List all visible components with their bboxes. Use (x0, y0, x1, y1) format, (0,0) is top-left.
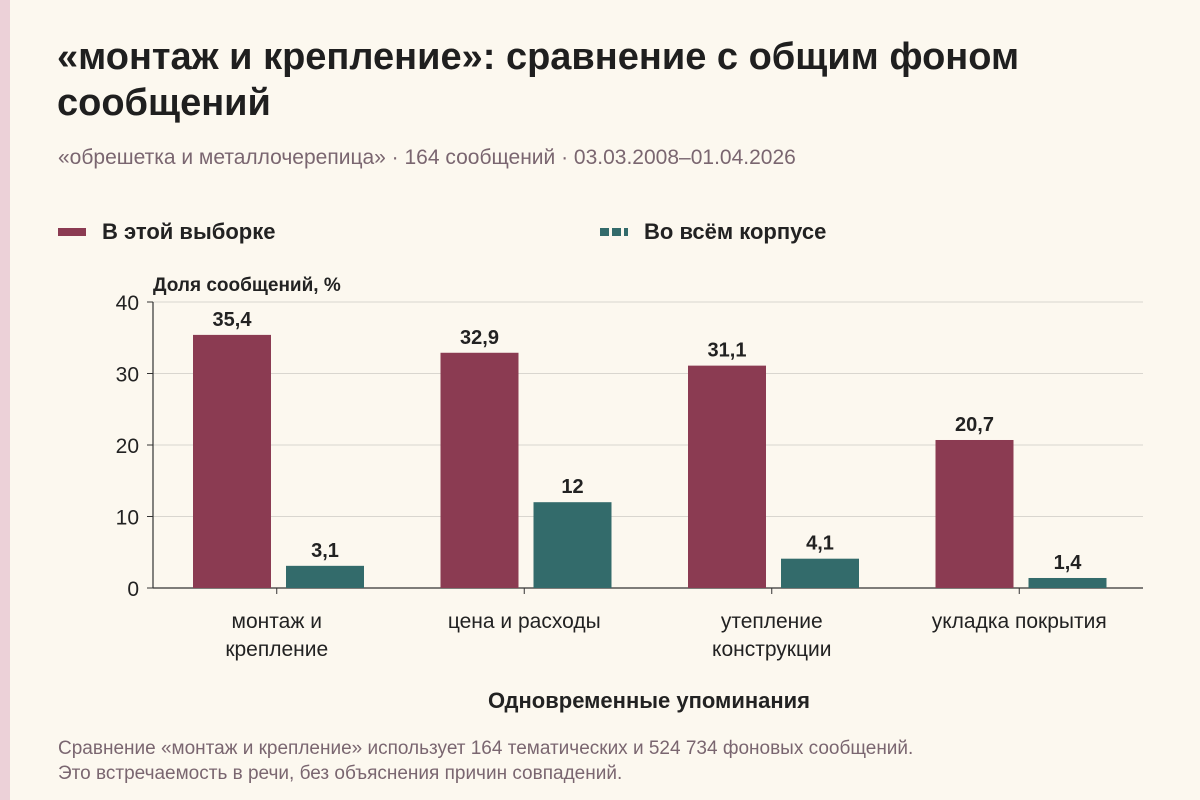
bar-corpus (1028, 577, 1107, 588)
left-accent-stripe (0, 0, 10, 800)
footnote: Сравнение «монтаж и крепление» используе… (58, 736, 1158, 786)
legend-label-corpus: Во всём корпусе (644, 219, 827, 244)
y-tick-label: 40 (116, 292, 139, 315)
chart-subtitle: «обрешетка и металлочерепица» · 164 сооб… (58, 146, 796, 169)
data-label-sample: 32,9 (460, 327, 499, 349)
y-axis-title: Доля сообщений, % (153, 275, 341, 296)
x-tick-label: утепление конструкции (712, 610, 831, 661)
chart-title: «монтаж и крепление»: сравнение с общим … (57, 36, 1020, 124)
legend-swatch-corpus (600, 228, 628, 236)
bar-corpus (286, 565, 364, 588)
x-axis-title: Одновременные упоминания (488, 688, 810, 713)
legend-label-sample: В этой выборке (102, 219, 276, 244)
data-label-sample: 20,7 (955, 414, 994, 436)
bar-sample (440, 352, 519, 588)
legend-swatch-sample (58, 228, 86, 236)
bar-corpus (533, 502, 612, 588)
bars (193, 334, 1107, 588)
y-tick-label: 0 (127, 578, 139, 601)
y-tick-label: 20 (116, 435, 139, 458)
data-label-corpus: 4,1 (806, 533, 834, 555)
x-tick-label: монтаж и крепление (225, 610, 328, 661)
data-label-corpus: 12 (561, 476, 583, 498)
y-tick-label: 30 (116, 364, 139, 387)
data-label-sample: 35,4 (213, 309, 253, 331)
data-label-corpus: 1,4 (1054, 552, 1083, 574)
axes: 0 10 20 30 40 монтаж и крепление цена и расходы… (116, 292, 1143, 661)
y-tick-label: 10 (116, 507, 139, 530)
legend-item-sample: В этой выборке (58, 218, 275, 246)
x-tick-label: укладка покрытия (932, 610, 1107, 633)
bar-sample (935, 439, 1014, 588)
bar-sample (688, 365, 766, 588)
bar-sample (193, 334, 271, 588)
footnote-line-2: Это встречаемость в речи, без объяснения… (58, 763, 623, 784)
bar-corpus (781, 558, 859, 588)
legend-item-corpus: Во всём корпусе (600, 218, 826, 246)
data-label-sample: 31,1 (708, 340, 747, 362)
footnote-line-1: Сравнение «монтаж и крепление» используе… (58, 738, 914, 759)
data-label-corpus: 3,1 (311, 540, 339, 562)
x-tick-label: цена и расходы (448, 610, 601, 633)
data-labels: 35,4 3,1 32,9 12 31,1 4,1 20,7 1,4 (213, 309, 1083, 574)
